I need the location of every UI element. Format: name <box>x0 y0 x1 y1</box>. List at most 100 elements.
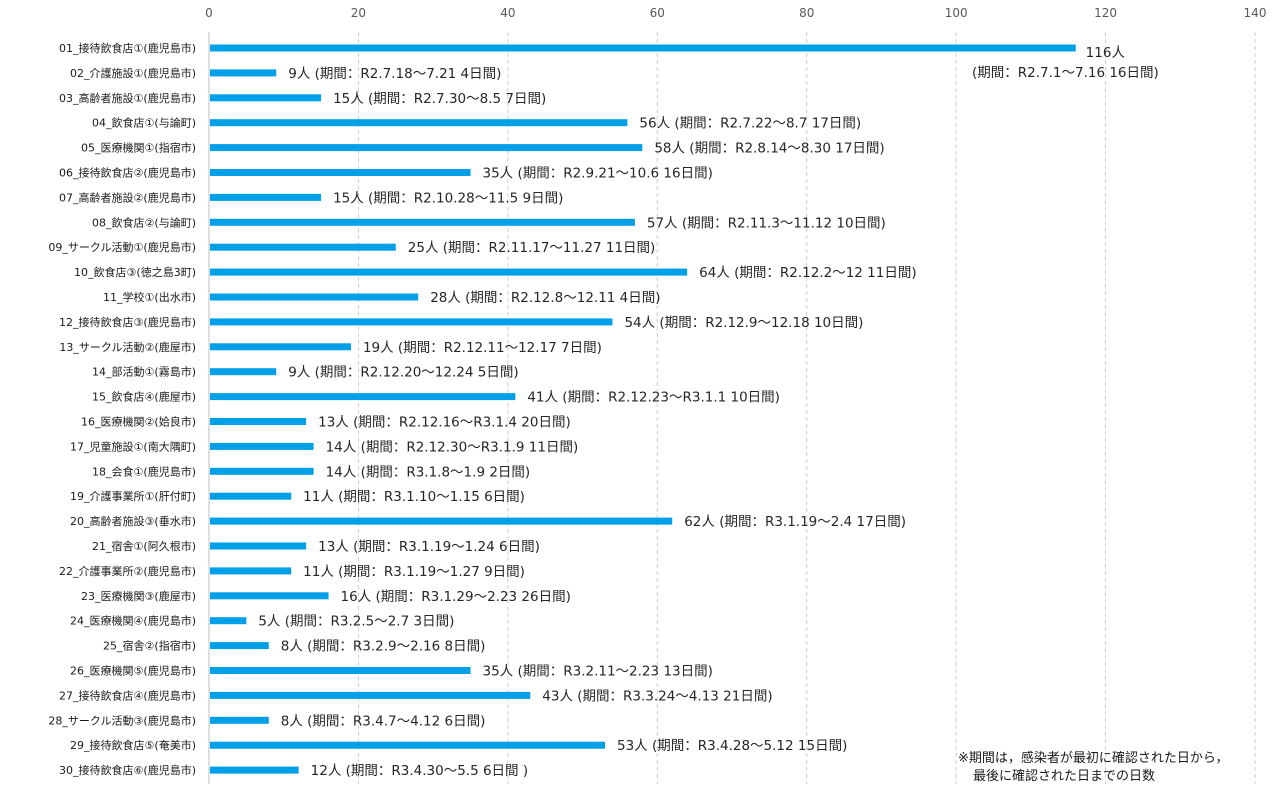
bar <box>210 716 269 724</box>
data-label: 15人 (期間：R2.10.28～11.5 9日間) <box>333 190 563 206</box>
data-label: 58人 (期間：R2.8.14～8.30 17日間) <box>654 141 884 157</box>
bar <box>210 542 307 550</box>
category-label: 15_飲食店④(鹿屋市) <box>92 390 196 404</box>
category-label: 23_医療機関③(鹿屋市) <box>81 589 196 603</box>
data-label: 12人 (期間：R3.4.30～5.5 6日間 ) <box>311 763 528 779</box>
category-label: 18_会食①(鹿児島市) <box>92 464 196 478</box>
x-tick-label: 40 <box>500 6 515 20</box>
data-label: 8人 (期間：R3.2.9～2.16 8日間) <box>281 639 486 655</box>
bar <box>210 44 1076 52</box>
bar <box>210 467 314 475</box>
bar <box>210 368 277 376</box>
data-label: 53人 (期間：R3.4.28～5.12 15日間) <box>617 738 847 754</box>
bar <box>210 492 292 500</box>
x-tick-label: 100 <box>945 6 968 20</box>
category-label: 29_接待飲食店⑤(奄美市) <box>70 738 196 752</box>
category-label: 14_部活動①(霧島市) <box>92 365 196 379</box>
x-tick-label: 120 <box>1094 6 1117 20</box>
data-label: 25人 (期間：R2.11.17～11.27 11日間) <box>408 240 656 256</box>
bars <box>210 44 1076 774</box>
category-label: 20_高齢者施設③(垂水市) <box>70 514 196 528</box>
bar <box>210 418 307 425</box>
data-label: 9人 (期間：R2.12.20～12.24 5日間) <box>288 365 518 381</box>
x-tick-label: 0 <box>205 6 213 20</box>
data-label: 14人 (期間：R3.1.8～1.9 2日間) <box>326 464 531 480</box>
data-label: 5人 (期間：R3.2.5～2.7 3日間) <box>258 614 454 630</box>
bar <box>210 667 471 674</box>
category-label: 06_接待飲食店②(鹿児島市) <box>59 166 196 180</box>
data-label: 57人 (期間：R2.11.3～11.12 10日間) <box>647 215 886 231</box>
data-label: 28人 (期間：R2.12.8～12.11 4日間) <box>430 290 660 306</box>
x-tick-label: 140 <box>1244 6 1267 20</box>
data-label: 11人 (期間：R3.1.19～1.27 9日間) <box>303 564 525 580</box>
category-label: 26_医療機関⑤(鹿児島市) <box>70 664 196 678</box>
category-label: 19_介護事業所①(肝付町) <box>70 489 196 503</box>
category-label: 13_サークル活動②(鹿屋市) <box>59 340 196 354</box>
bar <box>210 293 419 301</box>
category-label: 05_医療機関①(指宿市) <box>81 141 196 155</box>
category-label: 02_介護施設①(鹿児島市) <box>70 66 196 80</box>
bar <box>210 592 329 600</box>
category-label: 04_飲食店①(与論町) <box>92 116 196 130</box>
bar <box>210 193 322 201</box>
category-label: 28_サークル活動③(鹿児島市) <box>48 713 196 727</box>
bar <box>210 218 635 226</box>
data-label: 19人 (期間：R2.12.11～12.17 7日間) <box>363 340 602 356</box>
data-label: 11人 (期間：R3.1.10～1.15 6日間) <box>303 489 525 505</box>
bar <box>210 691 531 699</box>
category-labels: 01_接待飲食店①(鹿児島市) 02_介護施設①(鹿児島市) 03_高齢者施設①(鹿… <box>48 41 196 777</box>
data-label: 64人 (期間：R2.12.2～12 11日間) <box>699 265 916 281</box>
gridlines <box>357 32 1256 785</box>
category-label: 01_接待飲食店①(鹿児島市) <box>59 41 196 55</box>
bar <box>210 642 269 650</box>
data-label: 35人 (期間：R2.9.21～10.6 16日間) <box>483 166 713 182</box>
data-label: 56人 (期間：R2.7.22～8.7 17日間) <box>639 116 861 132</box>
category-label: 07_高齢者施設②(鹿児島市) <box>59 190 196 204</box>
bar <box>210 94 322 102</box>
bar <box>210 144 643 152</box>
footnote-line-2: 最後に確認された日までの日数 <box>973 769 1156 784</box>
data-label: 41人 (期間：R2.12.23～R3.1.1 10日間) <box>527 390 780 406</box>
bar <box>210 517 673 525</box>
data-label: 43人 (期間：R3.3.24～4.13 21日間) <box>542 688 772 704</box>
data-label: 13人 (期間：R3.1.19～1.24 6日間) <box>318 539 540 555</box>
category-label: 21_宿舎①(阿久根市) <box>92 539 196 553</box>
bar <box>210 169 471 176</box>
category-label: 10_飲食店③(徳之島3町) <box>74 265 196 279</box>
data-label: 15人 (期間：R2.7.30～8.5 7日間) <box>333 91 546 107</box>
bar <box>210 69 277 77</box>
x-tick-label: 80 <box>799 6 814 20</box>
footnote: ※期間は，感染者が最初に確認された日から， 最後に確認された日までの日数 <box>958 750 1229 786</box>
bar <box>210 567 292 575</box>
footnote-line-1: ※期間は，感染者が最初に確認された日から， <box>958 751 1229 766</box>
bar <box>210 393 516 401</box>
bar <box>210 766 299 774</box>
category-label: 08_飲食店②(与論町) <box>92 215 196 229</box>
x-axis-ticks: 0 20 40 60 80 100 120 140 <box>205 6 1266 20</box>
data-label: 116人 <box>1086 45 1126 61</box>
bar <box>210 243 396 251</box>
category-label: 30_接待飲食店⑥(鹿児島市) <box>59 763 196 777</box>
category-label: 25_宿舎②(指宿市) <box>103 639 196 653</box>
category-label: 27_接待飲食店④(鹿児島市) <box>59 688 196 702</box>
category-label: 12_接待飲食店③(鹿児島市) <box>59 315 196 329</box>
category-label: 22_介護事業所②(鹿児島市) <box>59 564 196 578</box>
x-tick-label: 60 <box>650 6 665 20</box>
data-label: 54人 (期間：R2.12.9～12.18 10日間) <box>624 315 863 331</box>
category-label: 16_医療機関②(姶良市) <box>81 415 196 429</box>
bar <box>210 318 613 326</box>
data-label: 35人 (期間：R3.2.11～2.23 13日間) <box>483 664 713 680</box>
bar <box>210 268 688 276</box>
x-tick-label: 20 <box>351 6 366 20</box>
data-label: 9人 (期間：R2.7.18～7.21 4日間) <box>288 66 501 82</box>
bar <box>210 442 314 450</box>
bar <box>210 119 628 127</box>
category-label: 03_高齢者施設①(鹿児島市) <box>59 91 196 105</box>
bar <box>210 343 351 351</box>
data-label: 14人 (期間：R2.12.30～R3.1.9 11日間) <box>326 439 579 455</box>
category-label: 09_サークル活動①(鹿児島市) <box>48 240 196 254</box>
data-label: 8人 (期間：R3.4.7～4.12 6日間) <box>281 713 486 729</box>
bar <box>210 617 247 625</box>
category-label: 11_学校①(出水市) <box>103 290 196 304</box>
